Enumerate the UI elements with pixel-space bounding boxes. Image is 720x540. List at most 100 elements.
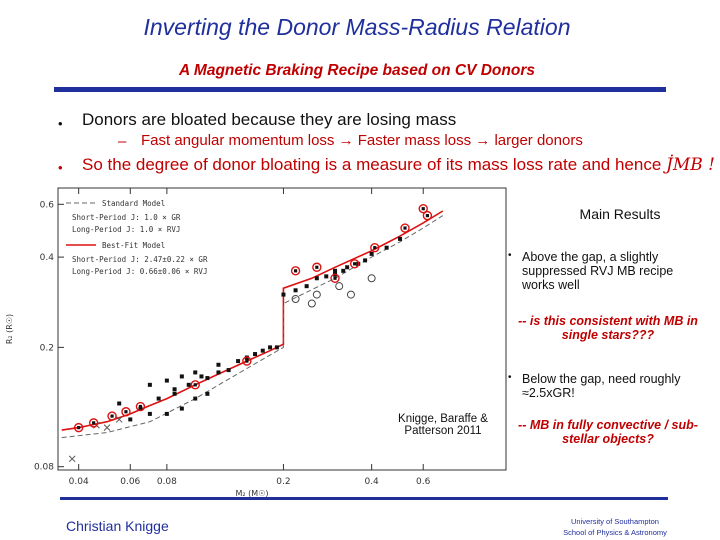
- x-tick-label: 0.2: [276, 477, 290, 487]
- x-tick-label: 0.6: [416, 477, 431, 487]
- data-point-red-ring: [330, 273, 340, 283]
- data-point: [164, 378, 169, 383]
- data-point-red-ring-core: [353, 262, 357, 266]
- data-point: [216, 370, 221, 375]
- y-tick-label: 0.6: [40, 200, 55, 210]
- data-point: [193, 396, 198, 401]
- data-point: [172, 387, 177, 392]
- data-point-red-ring-core: [110, 414, 114, 418]
- data-point: [172, 391, 177, 396]
- data-point: [341, 268, 346, 273]
- data-point: [147, 411, 152, 416]
- data-point-red-ring: [107, 411, 117, 421]
- side-note-1: -- is this consistent with MB in single …: [508, 314, 718, 342]
- side-note-1-text: -- is this consistent with MB in single …: [518, 314, 698, 342]
- data-point-red-ring: [418, 204, 428, 214]
- side-note-2-text: -- MB in fully convective / sub-stellar …: [518, 418, 698, 446]
- data-point: [205, 391, 210, 396]
- data-point: [164, 411, 169, 416]
- side-panel-title: Main Results: [579, 206, 661, 222]
- data-point-red-ring: [135, 401, 146, 412]
- data-point: [268, 345, 273, 350]
- legend-entry: Long-Period J: 1.0 × RVJ: [72, 225, 180, 234]
- side-note-2: -- MB in fully convective / sub-stellar …: [508, 418, 718, 446]
- x-tick-label: 0.04: [69, 477, 89, 487]
- data-point: [216, 362, 221, 367]
- data-point: [128, 417, 133, 422]
- data-point-red-ring: [190, 380, 200, 390]
- data-point: [260, 348, 265, 353]
- data-point: [293, 288, 298, 293]
- slide-subtitle: A Magnetic Braking Recipe based on CV Do…: [179, 62, 535, 79]
- x-tick-label: 0.08: [157, 477, 177, 487]
- data-point: [179, 406, 184, 411]
- side-point-1-text: Above the gap, a slightly suppressed RVJ…: [522, 250, 674, 292]
- plot-frame: [57, 187, 507, 471]
- data-point-red-ring: [242, 356, 252, 366]
- bullet-3-text: So the degree of donor bloating is a mea…: [82, 155, 662, 174]
- data-point-open: [291, 294, 300, 303]
- data-point: [253, 352, 258, 357]
- data-point: [138, 406, 143, 411]
- bullet-3: So the degree of donor bloating is a mea…: [82, 155, 715, 175]
- data-point-cross: [68, 455, 76, 463]
- data-point: [398, 236, 403, 241]
- data-point-open: [367, 274, 376, 283]
- data-point: [205, 376, 210, 381]
- data-point-cross: [103, 424, 111, 431]
- legend-entry: Best-Fit Model: [102, 241, 165, 250]
- data-point-red-ring-core: [138, 404, 143, 409]
- data-point: [281, 292, 286, 297]
- data-point-red-ring: [121, 407, 131, 417]
- data-point-red-ring: [88, 418, 99, 428]
- data-point: [156, 396, 161, 401]
- bullet-1-marker: •: [58, 116, 63, 131]
- data-point: [333, 268, 338, 273]
- data-point: [236, 359, 241, 364]
- legend-entry: Standard Model: [102, 199, 165, 208]
- affiliation-line-2: School of Physics & Astronomy: [563, 528, 667, 537]
- bullet-3-marker: •: [58, 160, 63, 175]
- data-point-red-ring-core: [245, 359, 249, 363]
- data-point-red-ring: [73, 422, 84, 433]
- y-tick-label: 0.08: [34, 463, 54, 473]
- x-axis-label: M₂ (M☉): [236, 489, 269, 498]
- legend-entry: Short-Period J: 1.0 × GR: [72, 213, 181, 222]
- data-point: [304, 284, 309, 289]
- data-point-red-ring-core: [403, 226, 407, 230]
- bullet-2: Fast angular momentum loss → Faster mass…: [141, 132, 583, 149]
- side-point-1: • Above the gap, a slightly suppressed RV…: [508, 250, 718, 292]
- data-point: [199, 374, 204, 379]
- data-point: [384, 245, 389, 250]
- data-point-red-ring: [349, 259, 360, 269]
- data-point-red-ring: [370, 242, 380, 253]
- data-point: [117, 401, 122, 406]
- data-point: [226, 368, 231, 373]
- data-point-red-ring: [312, 262, 322, 272]
- data-point-red-ring-core: [373, 246, 377, 250]
- y-tick-label: 0.4: [40, 253, 55, 263]
- affiliation: University of Southampton School of Phys…: [530, 516, 700, 538]
- bullet-2-marker: –: [118, 133, 127, 150]
- legend-entry: Long-Period J: 0.66±0.06 × RVJ: [72, 267, 207, 276]
- y-axis-label: R₂ (R☉): [5, 314, 14, 344]
- data-point-red-ring-core: [193, 383, 197, 387]
- bullet-3-math: J̇MB !: [666, 155, 715, 175]
- data-point-red-ring: [422, 210, 433, 221]
- data-point-open: [335, 282, 344, 291]
- data-point: [324, 274, 329, 279]
- data-point-red-ring: [290, 266, 301, 276]
- footer-rule: [60, 497, 668, 500]
- data-point-red-ring-core: [92, 421, 96, 425]
- citation: Knigge, Baraffe & Patterson 2011: [398, 413, 488, 437]
- data-point-red-ring-core: [124, 410, 128, 414]
- data-point: [363, 258, 368, 263]
- data-point: [314, 276, 319, 281]
- data-point-red-ring-core: [333, 276, 337, 280]
- data-point: [193, 370, 198, 375]
- y-tick-label: 0.2: [40, 343, 54, 353]
- side-point-2: • Below the gap, need roughly ≈2.5xGR!: [508, 372, 718, 400]
- bullet-1: Donors are bloated because they are losi…: [82, 110, 457, 129]
- side-point-2-marker: •: [508, 372, 512, 383]
- data-point: [345, 265, 350, 270]
